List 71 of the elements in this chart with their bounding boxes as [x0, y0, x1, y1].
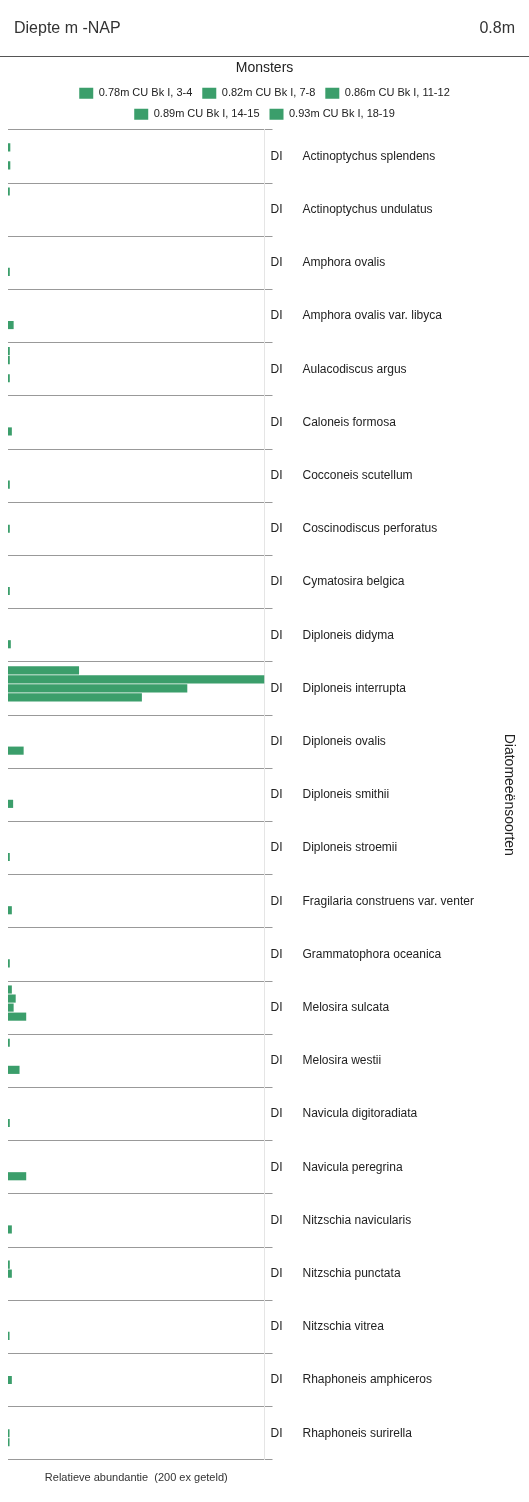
bar [8, 1172, 27, 1181]
bar [8, 427, 12, 436]
bar [8, 799, 14, 808]
y-tick-label: Diploneis stroemii [302, 840, 398, 855]
y-tick-label: Actinoptychus undulatus [302, 201, 433, 216]
text: DI [270, 627, 283, 642]
y-tick-label: Amphora ovalis var. libyca [302, 308, 443, 323]
y-tick-label: Actinoptychus splendens [302, 148, 436, 163]
legend-label: 0.86m CU Bk I, 11-12 [344, 86, 450, 99]
y-tick-label: Navicula digitoradiata [302, 1106, 418, 1121]
y-tick-label: Nitzschia navicularis [302, 1212, 412, 1227]
text: DI [270, 574, 283, 589]
text: DI [270, 680, 283, 695]
legend-title: Monsters [235, 58, 294, 75]
y-tick-label: Aulacodiscus argus [302, 361, 407, 376]
bar [8, 906, 12, 915]
y-axis-title: Diatomeeënsoorten [501, 733, 518, 856]
text: DI [270, 733, 283, 748]
text: DI [270, 521, 283, 536]
text: Diepte m -NAP [14, 19, 121, 37]
legend-label: 0.82m CU Bk I, 7-8 [221, 86, 316, 99]
text: DI [270, 414, 283, 429]
text: DI [270, 1159, 283, 1174]
y-tick-label: Amphora ovalis [302, 255, 386, 270]
y-tick-label: Diploneis didyma [302, 627, 395, 642]
text: DI [270, 787, 283, 802]
y-tick-label: Nitzschia vitrea [302, 1319, 385, 1334]
y-tick-label: Coscinodiscus perforatus [302, 521, 438, 536]
legend-label: 0.78m CU Bk I, 3-4 [98, 86, 193, 99]
text: DI [270, 946, 283, 961]
text: DI [270, 308, 283, 323]
text: DI [270, 467, 283, 482]
text: DI [270, 893, 283, 908]
y-tick-label: Rhaphoneis amphiceros [302, 1372, 432, 1387]
x-axis-title: Relatieve abundantie (200 ex geteld) [44, 1471, 228, 1484]
y-tick-label: Caloneis formosa [302, 414, 397, 429]
legend-label: 0.93m CU Bk I, 18-19 [289, 107, 395, 120]
text: DI [270, 840, 283, 855]
text: DI [270, 1319, 283, 1334]
y-tick-label: Rhaphoneis surirella [302, 1425, 413, 1440]
bar [8, 1065, 20, 1074]
text: DI [270, 1372, 283, 1387]
y-tick-label: Grammatophora oceanica [302, 946, 442, 961]
text: DI [270, 1425, 283, 1440]
bar [8, 161, 11, 170]
y-tick-label: Diploneis ovalis [302, 733, 386, 748]
y-tick-label: Cocconeis scutellum [302, 467, 413, 482]
bar [8, 1225, 12, 1234]
text: DI [270, 1053, 283, 1068]
y-tick-label: Melosira sulcata [302, 999, 390, 1014]
text: DI [270, 148, 283, 163]
y-tick-label: Nitzschia punctata [302, 1265, 401, 1280]
text: DI [270, 999, 283, 1014]
text: DI [270, 255, 283, 270]
text: DI [270, 1212, 283, 1227]
text: DI [270, 1106, 283, 1121]
bar [8, 1375, 12, 1385]
text: 0.8m [479, 19, 515, 37]
y-tick-label: Fragilaria construens var. venter [302, 893, 474, 908]
bar [8, 746, 24, 755]
bar [8, 320, 14, 330]
bar [8, 640, 11, 649]
text: DI [270, 201, 283, 216]
legend-label: 0.89m CU Bk I, 14-15 [153, 107, 260, 120]
text: DI [270, 361, 283, 376]
y-tick-label: Diploneis interrupta [302, 680, 407, 695]
y-tick-label: Melosira westii [302, 1053, 382, 1068]
text: DI [270, 1265, 283, 1280]
y-tick-label: Cymatosira belgica [302, 574, 405, 589]
y-tick-label: Navicula peregrina [302, 1159, 403, 1174]
y-tick-label: Diploneis smithii [302, 787, 390, 802]
